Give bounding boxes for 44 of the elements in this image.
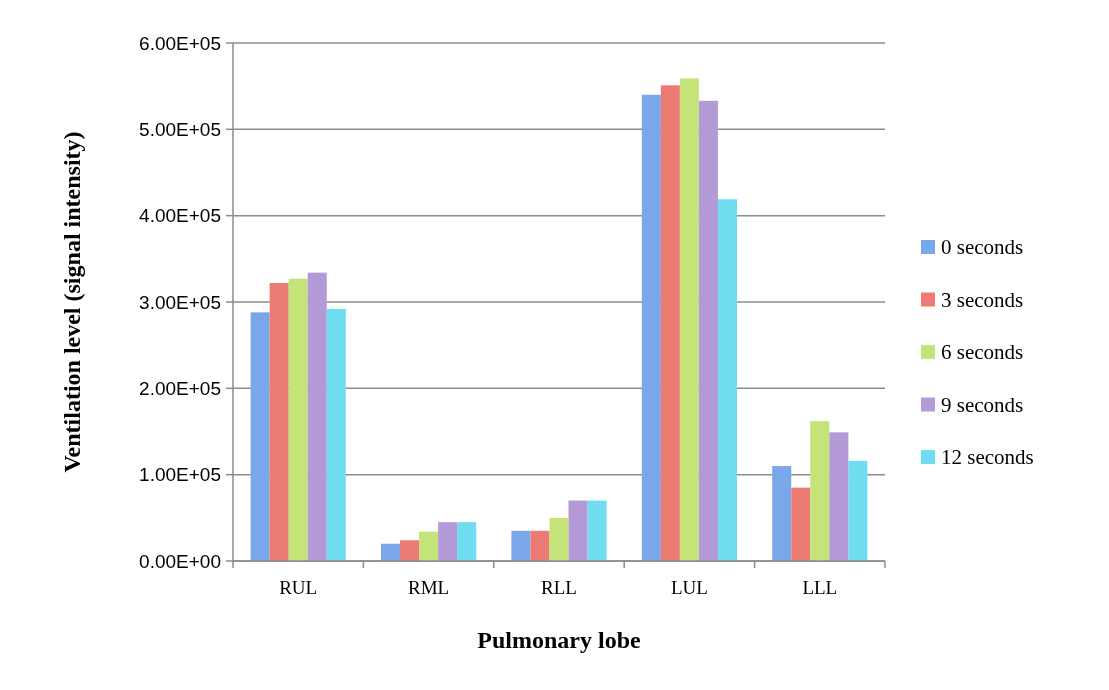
bar xyxy=(438,522,458,561)
y-tick-label: 0.00E+00 xyxy=(139,550,221,572)
bar xyxy=(587,500,607,561)
y-tick-label: 5.00E+05 xyxy=(139,118,221,140)
bar xyxy=(307,272,327,561)
y-tick-label: 1.00E+05 xyxy=(139,464,221,486)
bar xyxy=(698,100,718,561)
bar xyxy=(326,308,346,561)
bar xyxy=(641,94,661,561)
bar xyxy=(381,543,401,561)
bar xyxy=(530,530,550,561)
bar xyxy=(810,421,830,561)
bar xyxy=(791,487,811,561)
bar xyxy=(419,531,439,561)
bar xyxy=(829,432,849,561)
bar xyxy=(288,278,308,561)
legend-label: 3 seconds xyxy=(941,287,1024,312)
bar xyxy=(457,522,477,561)
x-axis-title: Pulmonary lobe xyxy=(477,627,642,653)
legend-label: 12 seconds xyxy=(941,445,1034,470)
bar xyxy=(549,517,569,561)
legend-label: 0 seconds xyxy=(941,235,1024,260)
bar xyxy=(772,466,792,561)
bar xyxy=(679,78,699,561)
legend-label: 6 seconds xyxy=(941,340,1024,365)
x-tick-label: RLL xyxy=(541,577,577,598)
bar xyxy=(269,283,289,561)
bar xyxy=(660,85,680,561)
legend-label: 9 seconds xyxy=(941,392,1024,417)
bar xyxy=(717,199,737,561)
x-tick-label: RUL xyxy=(279,577,318,598)
y-tick-label: 4.00E+05 xyxy=(139,205,221,227)
bar xyxy=(250,312,270,561)
x-tick-label: LUL xyxy=(670,577,708,598)
x-tick-label: RML xyxy=(408,577,450,598)
bar xyxy=(848,460,868,561)
y-tick-label: 6.00E+05 xyxy=(139,32,221,54)
x-tick-label: LLL xyxy=(802,577,838,598)
bar xyxy=(400,540,420,561)
bar xyxy=(568,500,588,561)
y-axis-title: Ventilation level (signal intensity) xyxy=(59,131,85,473)
bar xyxy=(511,530,531,561)
y-tick-label: 2.00E+05 xyxy=(139,377,221,399)
y-tick-label: 3.00E+05 xyxy=(139,291,221,313)
